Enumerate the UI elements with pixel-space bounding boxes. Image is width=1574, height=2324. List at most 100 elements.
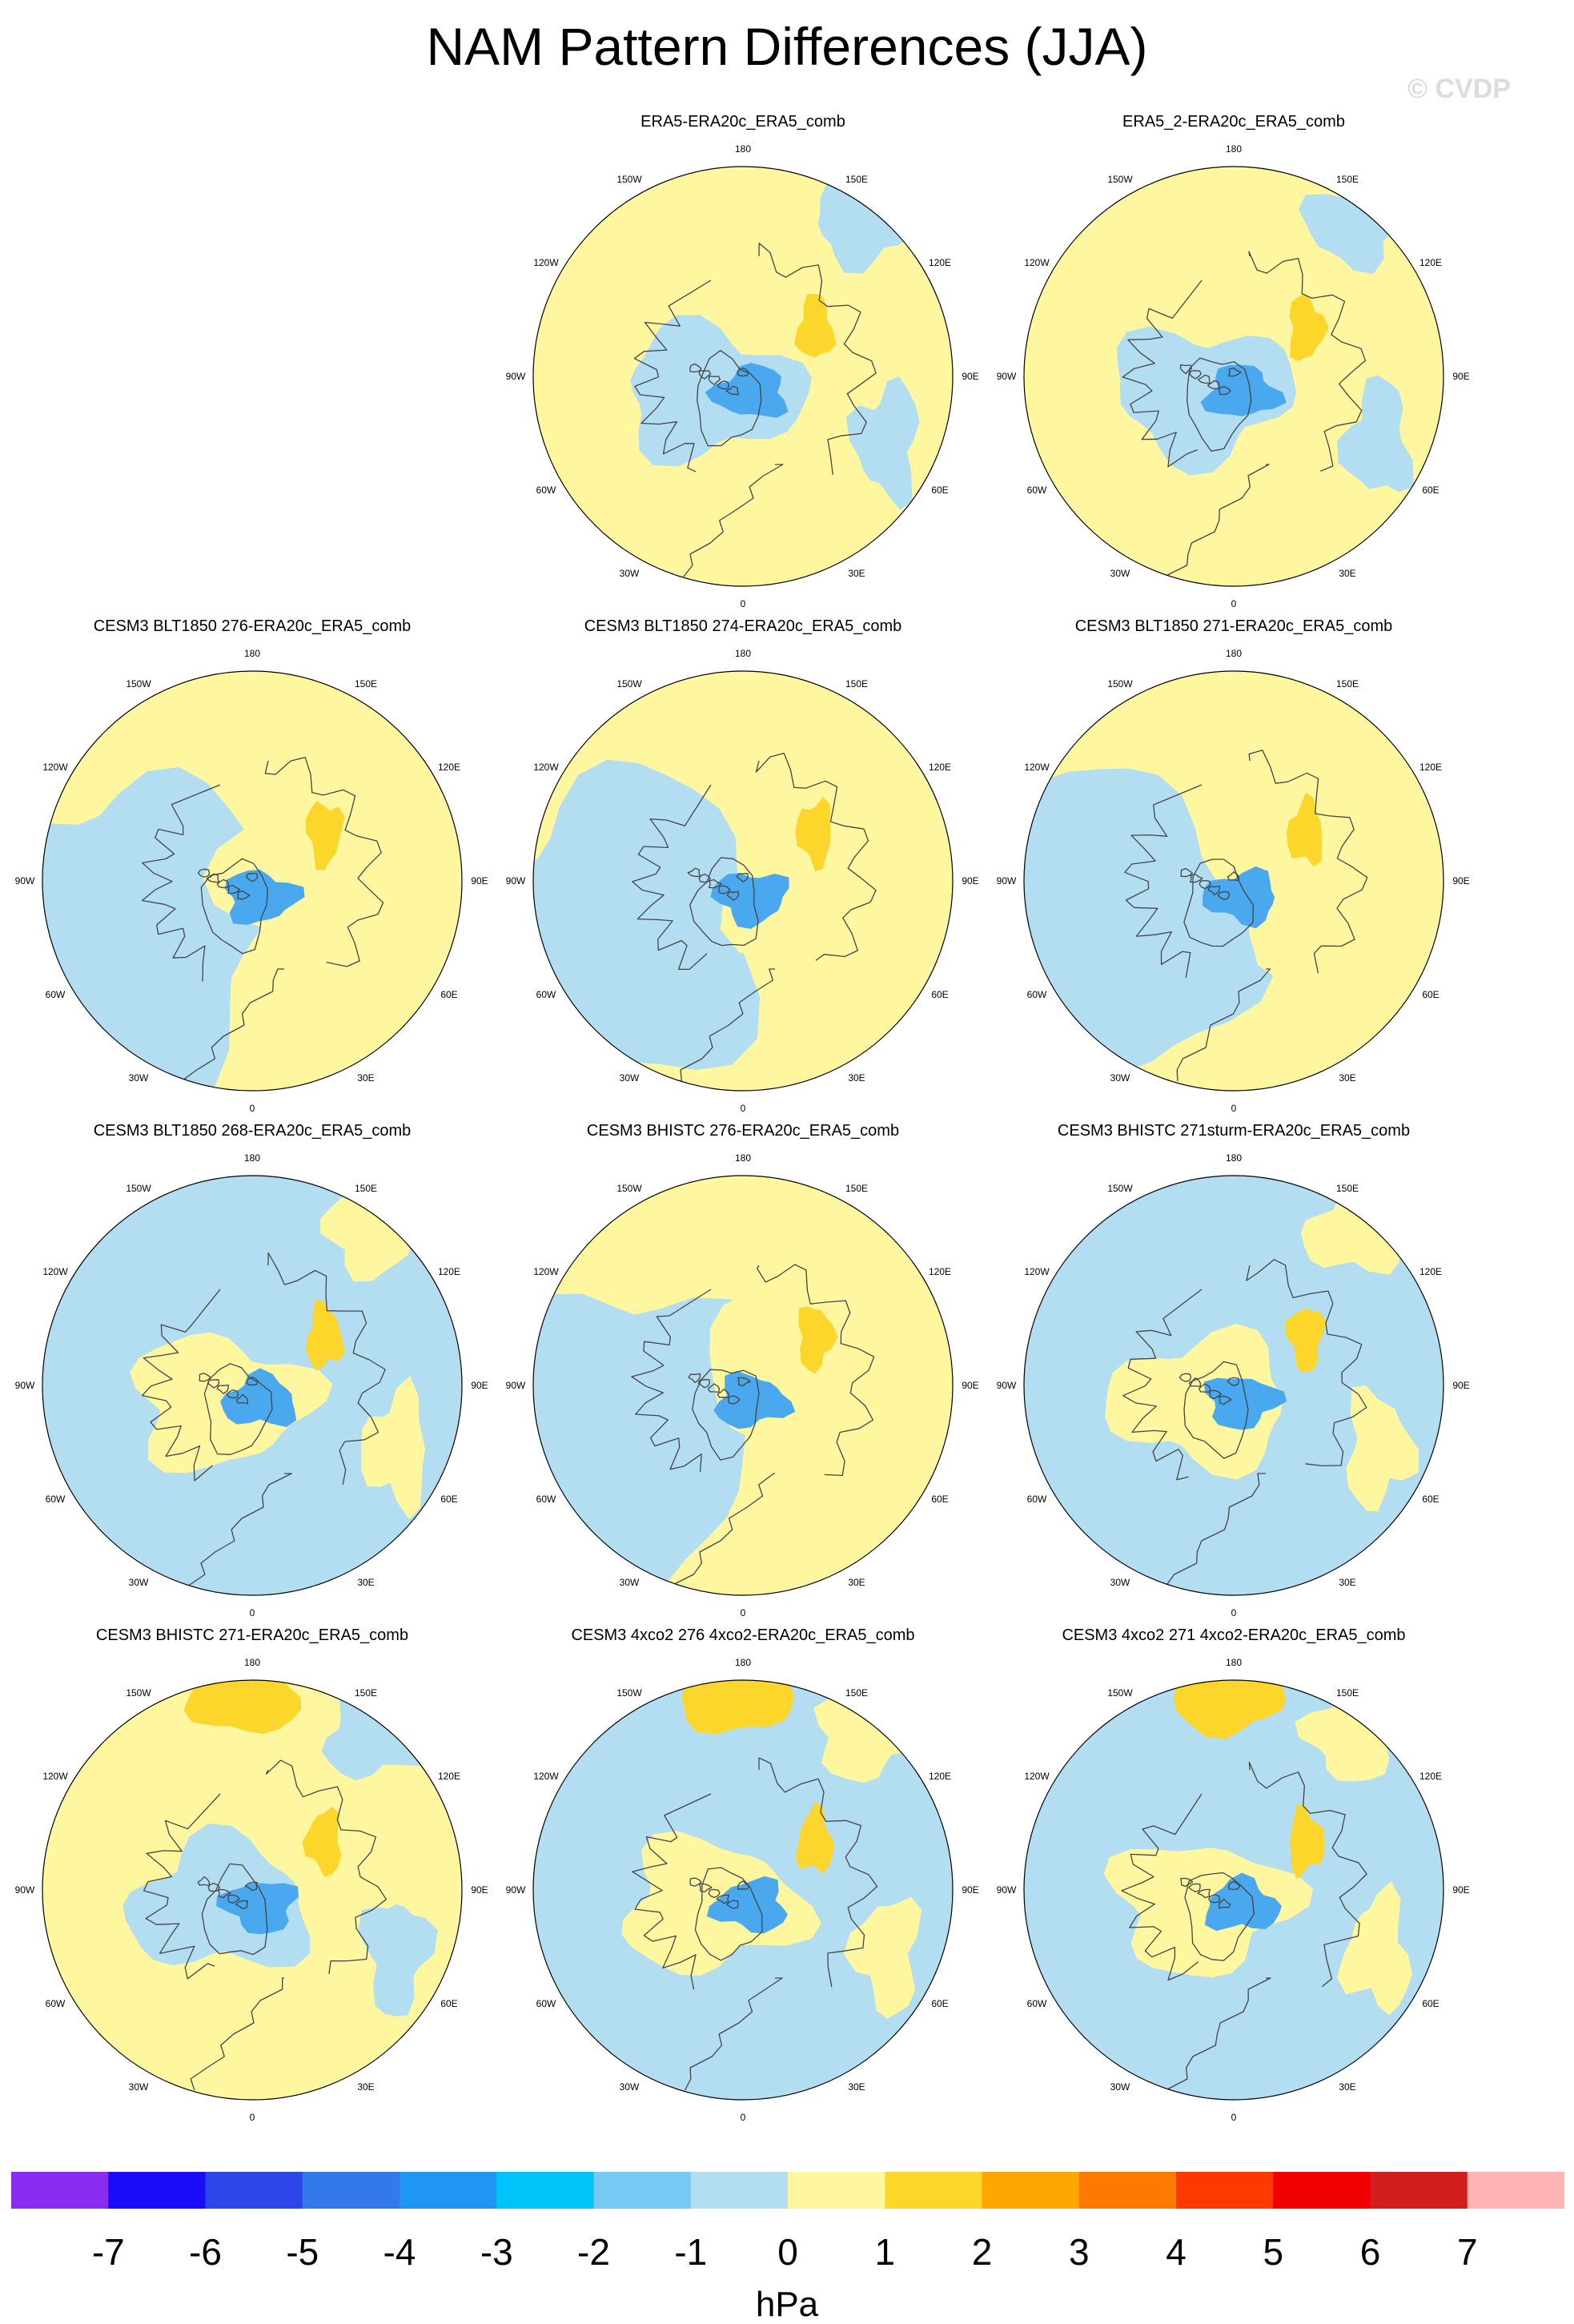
longitude-label: 60W <box>1027 989 1047 1000</box>
longitude-label: 30E <box>1339 2081 1355 2093</box>
longitude-label: 120W <box>533 1266 559 1277</box>
longitude-label: 90E <box>1452 371 1469 382</box>
longitude-label: 30E <box>357 2081 374 2093</box>
longitude-label: 60E <box>1422 1998 1439 2009</box>
longitude-label: 60W <box>1027 1494 1047 1505</box>
longitude-label: 180 <box>1226 1152 1242 1164</box>
colorbar-swatch <box>1176 2172 1274 2209</box>
longitude-label: 60W <box>1027 485 1047 496</box>
colorbar-swatch <box>690 2172 789 2209</box>
colorbar-tick-label: 0 <box>777 2231 798 2273</box>
longitude-label: 180 <box>244 648 260 659</box>
longitude-label: 90W <box>15 1380 35 1391</box>
panel-title: CESM3 4xco2 276 4xco2-ERA20c_ERA5_comb <box>571 1626 915 1644</box>
polar-map: 180 150E 120E 90E 60E 30E 0 30W 60W 90W 120W 150W <box>506 648 979 1113</box>
longitude-label: 120E <box>1419 762 1442 773</box>
colorbar-swatch <box>1467 2172 1564 2209</box>
longitude-label: 60W <box>536 989 556 1000</box>
colorbar-swatch <box>205 2172 303 2209</box>
longitude-label: 60E <box>931 1494 948 1505</box>
longitude-label: 60E <box>440 1998 457 2009</box>
longitude-label: 60W <box>536 485 556 496</box>
colorbar-tick-label: 3 <box>1069 2231 1090 2273</box>
longitude-label: 60E <box>931 485 948 496</box>
longitude-label: 120E <box>929 762 951 773</box>
colorbar-swatch <box>302 2172 400 2209</box>
map-panel: CESM3 4xco2 271 4xco2-ERA20c_ERA5_comb 18… <box>994 1626 1474 2122</box>
colorbar-tick-label: -2 <box>577 2231 610 2273</box>
longitude-label: 90W <box>997 875 1017 887</box>
longitude-label: 180 <box>735 1657 751 1668</box>
longitude-label: 150W <box>1107 1687 1133 1699</box>
longitude-label: 180 <box>735 1152 751 1164</box>
longitude-label: 90E <box>962 875 978 887</box>
longitude-label: 90E <box>1452 1380 1469 1391</box>
colorbar-swatch <box>982 2172 1080 2209</box>
longitude-label: 90W <box>506 1884 526 1896</box>
longitude-label: 60E <box>1422 1494 1439 1505</box>
longitude-label: 30E <box>848 1072 865 1084</box>
longitude-label: 120E <box>438 1266 460 1277</box>
panel-title: ERA5-ERA20c_ERA5_comb <box>640 113 845 131</box>
longitude-label: 150W <box>126 678 151 690</box>
longitude-label: 0 <box>741 1607 746 1618</box>
colorbar-swatch <box>11 2172 109 2209</box>
longitude-label: 60W <box>46 1494 66 1505</box>
longitude-label: 180 <box>244 1152 260 1164</box>
longitude-label: 120E <box>929 1771 951 1782</box>
longitude-label: 150W <box>1107 174 1133 185</box>
map-panel: CESM3 BLT1850 271-ERA20c_ERA5_comb 180 150… <box>994 617 1474 1113</box>
figure-title: NAM Pattern Differences (JJA) <box>426 17 1148 76</box>
longitude-label: 0 <box>741 598 746 609</box>
polar-map: 180 150E 120E 90E 60E 30E 0 30W 60W 90W 120W 150W <box>506 1152 979 1618</box>
longitude-label: 120W <box>1024 1266 1050 1277</box>
longitude-label: 120W <box>42 1771 68 1782</box>
colorbar-tick-label: -7 <box>91 2231 125 2273</box>
panel-title: CESM3 BLT1850 271-ERA20c_ERA5_comb <box>1074 617 1393 635</box>
colorbar-unit-label: hPa <box>755 2285 819 2324</box>
longitude-label: 60E <box>1422 485 1439 496</box>
longitude-label: 30E <box>357 1072 374 1084</box>
longitude-label: 150E <box>355 1687 377 1699</box>
colorbar-tick-label: 1 <box>874 2231 896 2273</box>
longitude-label: 30E <box>357 1577 374 1588</box>
longitude-label: 30W <box>1110 2081 1130 2093</box>
longitude-label: 150E <box>355 1183 377 1194</box>
polar-map: 180 150E 120E 90E 60E 30E 0 30W 60W 90W 120W 150W <box>506 1657 979 2122</box>
longitude-label: 120E <box>438 762 460 773</box>
panel-title: CESM3 BHISTC 271-ERA20c_ERA5_comb <box>95 1626 409 1644</box>
panel-title: CESM3 BLT1850 274-ERA20c_ERA5_comb <box>584 617 902 635</box>
longitude-label: 90E <box>962 1380 978 1391</box>
longitude-label: 150E <box>1336 1687 1359 1699</box>
longitude-label: 30E <box>848 2081 865 2093</box>
longitude-label: 30E <box>848 568 865 579</box>
longitude-label: 150W <box>616 1183 642 1194</box>
longitude-label: 90W <box>506 875 526 887</box>
longitude-label: 120W <box>1024 1771 1050 1782</box>
longitude-label: 150E <box>1336 678 1359 690</box>
longitude-label: 150E <box>845 1183 868 1194</box>
longitude-label: 90W <box>997 1380 1017 1391</box>
colorbar-tick-label: 6 <box>1359 2231 1381 2273</box>
colorbar-swatch <box>788 2172 885 2209</box>
panel-title: CESM3 BLT1850 268-ERA20c_ERA5_comb <box>93 1122 412 1140</box>
longitude-label: 90W <box>15 1884 35 1896</box>
longitude-label: 150E <box>845 1687 868 1699</box>
longitude-label: 150W <box>1107 678 1133 690</box>
longitude-label: 90W <box>506 1380 526 1391</box>
polar-map: 180 150E 120E 90E 60E 30E 0 30W 60W 90W 120W 150W <box>997 1657 1470 2122</box>
longitude-label: 30W <box>620 2081 640 2093</box>
longitude-label: 150W <box>126 1183 151 1194</box>
panel-title: CESM3 4xco2 271 4xco2-ERA20c_ERA5_comb <box>1062 1626 1406 1644</box>
longitude-label: 120W <box>42 762 68 773</box>
longitude-label: 120E <box>929 1266 951 1277</box>
longitude-label: 30E <box>1339 1577 1355 1588</box>
polar-map: 180 150E 120E 90E 60E 30E 0 30W 60W 90W 120W 150W <box>997 648 1470 1113</box>
map-panel: CESM3 BLT1850 276-ERA20c_ERA5_comb 180 150… <box>12 617 492 1113</box>
longitude-label: 150W <box>616 174 642 185</box>
longitude-label: 150E <box>355 678 377 690</box>
longitude-label: 150E <box>845 678 868 690</box>
map-panel: CESM3 BHISTC 271sturm-ERA20c_ERA5_comb 18… <box>994 1121 1474 1618</box>
colorbar-tick-label: 7 <box>1457 2231 1478 2273</box>
longitude-label: 0 <box>741 2112 746 2122</box>
